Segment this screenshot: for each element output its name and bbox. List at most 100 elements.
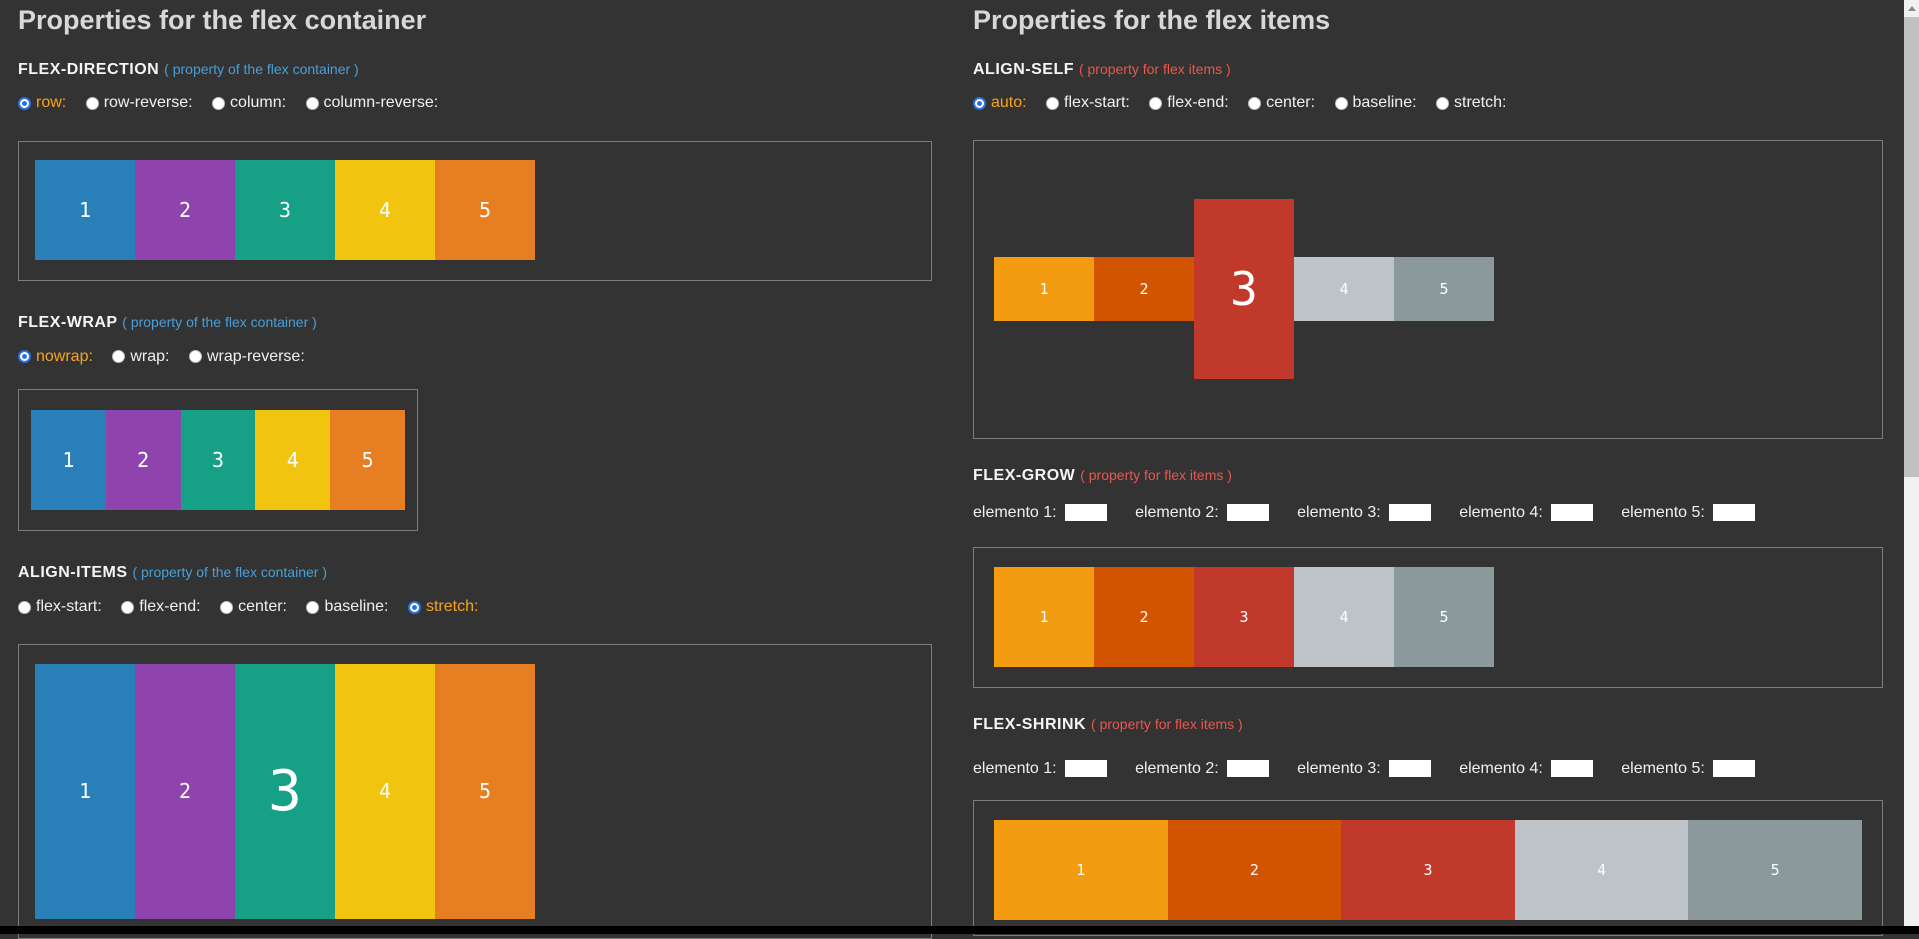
flex-item-4: 4 [335,159,435,260]
flex-item-number: 1 [62,448,75,472]
radio-option-flex-start[interactable]: flex-start: [18,598,102,616]
radio-icon[interactable] [1436,96,1449,110]
radio-icon[interactable] [407,600,421,614]
flex-wrap-options: nowrap: wrap: wrap-reverse: [18,348,932,369]
flex-wrap-note: ( property of the flex container ) [122,313,317,330]
radio-icon[interactable] [1248,96,1262,110]
flex-shrink-input-1[interactable] [1064,759,1107,777]
flex-grow-input-group-3: elemento 3: [1297,503,1431,522]
flex-item-5: 5 [330,410,405,510]
flex-grow-input-group-2: elemento 2: [1135,503,1269,522]
radio-icon[interactable] [18,350,31,363]
radio-icon[interactable] [188,350,202,363]
flex-item-4: 4 [1514,819,1689,920]
flex-item-number: 4 [378,197,392,222]
radio-icon[interactable] [220,600,234,614]
flex-shrink-demo-container: 1 2 3 4 5 [973,799,1883,936]
radio-option-stretch[interactable]: stretch: [1436,94,1506,112]
scroll-up-icon [1907,6,1916,11]
radio-icon[interactable] [212,96,226,110]
radio-option-baseline[interactable]: baseline: [306,598,389,616]
flex-wrap-demo-container: 1 2 3 4 5 [18,389,418,531]
flex-item-1: 1 [31,410,106,510]
bottom-edge-bar [0,926,1919,934]
flex-item-1: 1 [994,566,1094,667]
flex-item-2: 2 [1094,566,1194,667]
radio-icon[interactable] [18,600,31,614]
radio-icon[interactable] [18,96,31,110]
scrollbar-thumb[interactable] [1904,17,1919,477]
flex-grow-label: FLEX-GROW [973,466,1076,484]
flex-grow-input-2[interactable] [1226,503,1269,521]
align-items-demo-container: 1 2 3 4 5 [18,643,932,939]
flex-item-number: 1 [1039,607,1049,626]
flex-item-number: 1 [78,779,92,803]
radio-icon[interactable] [305,96,319,110]
flex-item-5: 5 [1688,819,1862,920]
scrollbar[interactable] [1904,0,1919,928]
scrollbar-up-button[interactable] [1904,0,1919,17]
flex-direction-label: FLEX-DIRECTION [18,61,160,78]
flex-shrink-input-4[interactable] [1550,759,1593,777]
radio-option-center[interactable]: center: [1248,94,1315,112]
flex-item-number: 5 [361,448,374,472]
flex-shrink-input-2[interactable] [1226,759,1269,777]
flex-direction-section-label: FLEX-DIRECTION ( property of the flex co… [18,60,932,79]
radio-option-flex-end[interactable]: flex-end: [1149,94,1229,112]
flex-item-3: 3 [1194,199,1294,379]
radio-icon[interactable] [85,96,99,110]
flex-item-number: 4 [378,779,392,803]
radio-icon[interactable] [121,600,135,614]
radio-option-wrap[interactable]: wrap: [112,348,170,366]
flex-item-5: 5 [435,663,535,919]
radio-option-row-reverse[interactable]: row-reverse: [85,94,193,112]
flex-item-number: 2 [137,448,150,472]
flex-item-3: 3 [1194,566,1294,667]
flex-item-5: 5 [1394,566,1494,667]
flex-item-4: 4 [1294,566,1394,667]
flex-item-4: 4 [335,663,435,919]
flex-shrink-input-group-1: elemento 1: [973,759,1107,778]
flex-item-number: 5 [1439,280,1449,298]
radio-option-center[interactable]: center: [220,598,287,616]
flex-shrink-input-5[interactable] [1712,759,1755,777]
flex-item-2: 2 [135,663,235,919]
flex-container-panel: Properties for the flex container FLEX-D… [18,0,932,939]
radio-icon[interactable] [112,350,126,363]
flex-grow-input-group-4: elemento 4: [1459,503,1593,522]
radio-option-stretch[interactable]: stretch: [407,598,478,616]
flex-shrink-input-group-3: elemento 3: [1297,759,1431,778]
radio-icon[interactable] [1334,96,1348,110]
flex-item-3: 3 [1341,819,1515,920]
radio-option-wrap-reverse[interactable]: wrap-reverse: [188,348,305,366]
radio-option-nowrap[interactable]: nowrap: [18,348,93,366]
radio-option-column[interactable]: column: [212,94,286,112]
flex-item-1: 1 [35,663,135,919]
flex-item-2: 2 [1094,257,1194,321]
radio-icon[interactable] [1149,96,1163,110]
radio-option-row[interactable]: row: [18,94,66,112]
flex-grow-input-3[interactable] [1388,503,1431,521]
radio-icon[interactable] [973,96,986,110]
flex-grow-input-4[interactable] [1550,503,1593,521]
flex-shrink-input-3[interactable] [1388,759,1431,777]
flex-grow-input-1[interactable] [1064,503,1107,521]
flex-grow-input-5[interactable] [1712,503,1755,521]
align-self-section-label: ALIGN-SELF ( property for flex items ) [973,60,1883,79]
radio-option-flex-end[interactable]: flex-end: [121,598,201,616]
flex-item-number: 5 [1770,860,1780,879]
radio-icon[interactable] [306,600,320,614]
flex-grow-demo-container: 1 2 3 4 5 [973,546,1883,688]
radio-option-auto[interactable]: auto: [973,94,1027,112]
radio-option-baseline[interactable]: baseline: [1334,94,1417,112]
flex-shrink-input-group-2: elemento 2: [1135,759,1269,778]
flex-item-3: 3 [235,663,335,919]
flex-item-number: 5 [478,197,492,222]
flex-item-number: 3 [268,758,302,824]
flex-item-number: 5 [1439,607,1449,626]
align-self-note: ( property for flex items ) [1078,61,1231,77]
flex-item-2: 2 [1167,819,1342,920]
radio-option-column-reverse[interactable]: column-reverse: [305,94,438,112]
radio-option-flex-start[interactable]: flex-start: [1046,94,1130,112]
radio-icon[interactable] [1046,96,1060,110]
